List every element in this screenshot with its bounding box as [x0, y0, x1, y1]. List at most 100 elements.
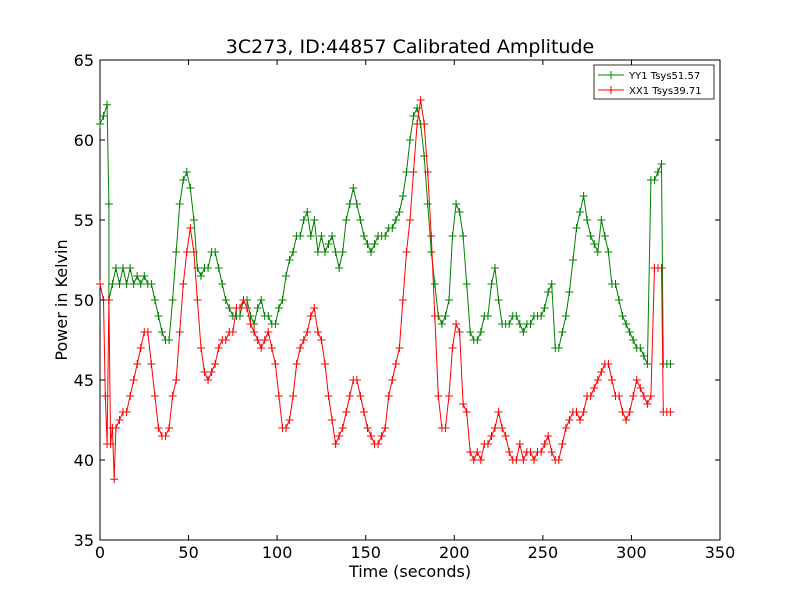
series-0 — [96, 100, 675, 368]
data-point — [374, 440, 383, 448]
y-tick-label: 60 — [74, 131, 94, 150]
data-point — [579, 408, 588, 416]
data-point — [579, 192, 588, 200]
data-point — [363, 424, 372, 432]
data-point — [406, 216, 414, 224]
data-point — [384, 392, 393, 400]
data-point — [225, 304, 234, 312]
data-point — [615, 296, 624, 304]
data-point — [519, 456, 528, 464]
data-point — [590, 384, 599, 392]
data-point — [299, 216, 308, 224]
data-point — [214, 264, 223, 272]
data-point — [515, 440, 524, 448]
data-point — [338, 424, 347, 432]
data-point — [593, 248, 602, 256]
data-point — [271, 360, 280, 368]
data-point — [331, 440, 340, 448]
data-point — [544, 432, 553, 440]
data-point — [476, 328, 485, 336]
data-point — [568, 256, 577, 264]
data-point — [313, 248, 322, 256]
data-point — [186, 224, 195, 232]
x-axis-ticks: 0 50 100 150 200 250 300 350 — [95, 60, 735, 562]
data-point — [629, 392, 638, 400]
data-point — [540, 304, 549, 312]
data-point — [388, 224, 397, 232]
data-point — [576, 416, 585, 424]
data-point — [413, 120, 422, 128]
data-point — [335, 432, 344, 440]
data-point — [441, 424, 450, 432]
data-point — [455, 328, 464, 336]
data-point — [391, 216, 400, 224]
data-point — [331, 248, 340, 256]
data-point — [402, 168, 411, 176]
data-point — [218, 280, 227, 288]
data-point — [391, 360, 400, 368]
data-point — [618, 408, 627, 416]
data-point — [487, 432, 496, 440]
data-point — [561, 312, 570, 320]
data-point — [622, 320, 631, 328]
data-point — [303, 208, 312, 216]
data-point — [398, 192, 407, 200]
data-point — [133, 360, 142, 368]
data-point — [367, 248, 376, 256]
data-point — [593, 376, 602, 384]
x-tick-label: 0 — [95, 543, 105, 562]
data-point — [317, 336, 326, 344]
data-point — [172, 376, 181, 384]
data-point — [111, 264, 120, 272]
data-point — [285, 256, 294, 264]
data-point — [604, 360, 613, 368]
data-point — [282, 424, 290, 432]
data-point — [494, 408, 503, 416]
data-point — [274, 304, 283, 312]
data-point — [597, 216, 606, 224]
data-point — [607, 376, 616, 384]
data-point — [129, 280, 138, 288]
data-point — [328, 232, 337, 240]
data-point — [487, 280, 496, 288]
data-point — [310, 304, 319, 312]
data-point — [147, 360, 156, 368]
data-point — [211, 248, 220, 256]
data-point — [110, 475, 119, 484]
data-point — [345, 392, 354, 400]
data-point — [235, 312, 244, 320]
data-point — [427, 232, 436, 240]
data-point — [459, 232, 468, 240]
data-point — [299, 336, 308, 344]
data-point — [126, 392, 135, 400]
data-point — [306, 232, 315, 240]
data-point — [335, 264, 344, 272]
data-point — [129, 376, 138, 384]
data-point — [469, 456, 478, 464]
data-point — [604, 248, 613, 256]
data-point — [643, 400, 652, 408]
data-point — [228, 328, 237, 336]
data-point — [455, 208, 464, 216]
data-point — [147, 280, 156, 288]
data-point — [154, 424, 163, 432]
y-tick-label: 50 — [74, 291, 94, 310]
data-point — [381, 232, 390, 240]
data-point — [310, 216, 319, 224]
data-point — [345, 200, 354, 208]
data-point — [108, 280, 117, 288]
data-point — [666, 408, 675, 416]
data-point — [104, 296, 113, 304]
data-point — [175, 328, 184, 336]
y-tick-label: 65 — [74, 51, 94, 70]
data-point — [452, 200, 461, 208]
x-axis-label: Time (seconds) — [348, 562, 471, 581]
data-point — [96, 120, 104, 128]
data-point — [558, 328, 567, 336]
data-point — [462, 280, 471, 288]
legend-box — [593, 64, 715, 100]
data-point — [119, 264, 128, 272]
data-point — [207, 368, 216, 376]
data-point — [324, 240, 333, 248]
